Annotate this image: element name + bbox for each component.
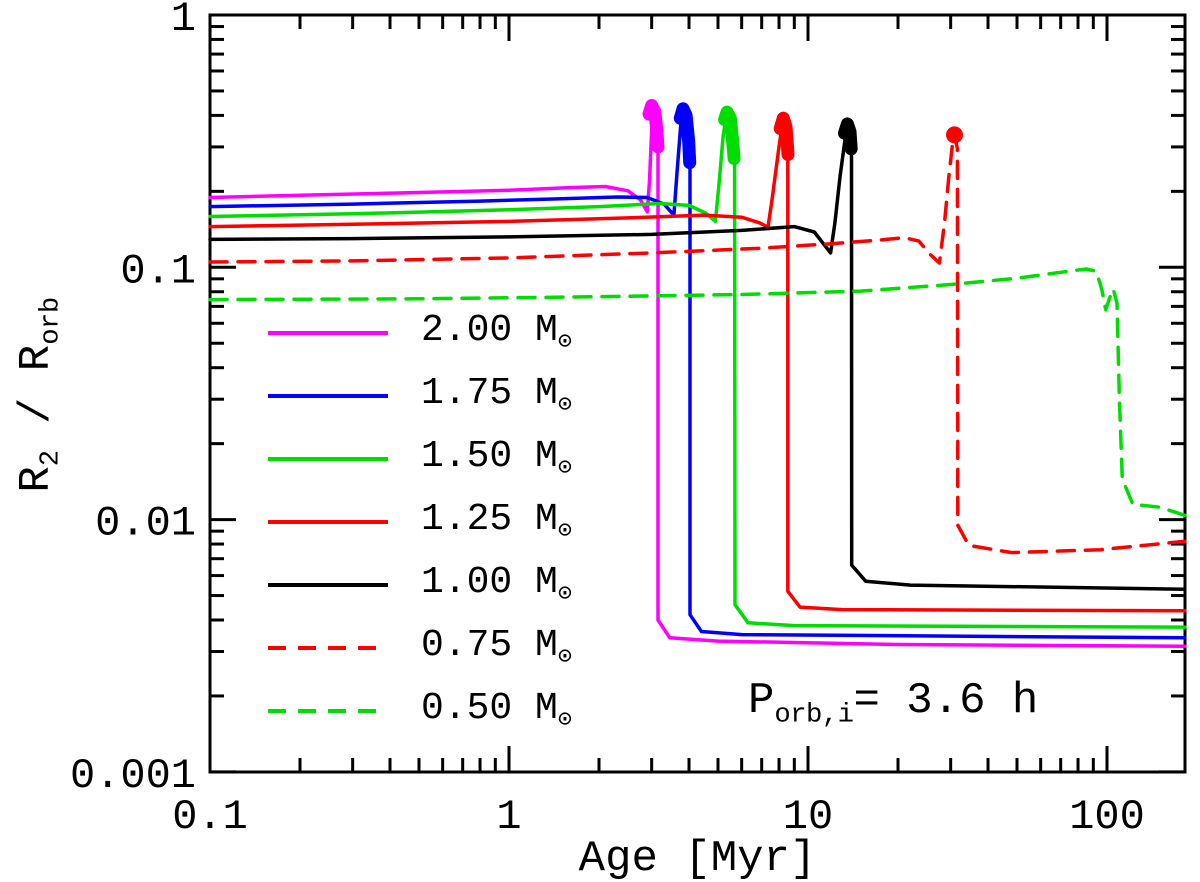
legend-label: 0.50 M⊙: [421, 687, 572, 734]
y-ticks: [210, 13, 1185, 774]
annotation-value: = 3.6 h: [853, 676, 1039, 726]
y-axis-label-R: R: [12, 466, 62, 493]
legend-label: 0.75 M⊙: [421, 624, 572, 671]
y-tick-labels: 1 0.1 0.01 0.001: [70, 0, 196, 800]
curve-1.25-msun-blob: [773, 111, 795, 161]
annotation-p: P: [748, 676, 775, 726]
legend-label-mass: 1.00 M: [421, 560, 558, 604]
legend-swatch-solid-line: [268, 393, 388, 398]
curve-1.00-msun-blob: [838, 117, 858, 156]
legend-label-sun-symbol: ⊙: [557, 644, 572, 672]
legend-label-mass: 1.25 M: [421, 497, 558, 541]
annotation-sub-orbi: orb,i: [774, 699, 854, 731]
legend-label: 1.75 M⊙: [421, 372, 572, 419]
legend-label-sun-symbol: ⊙: [557, 329, 572, 357]
legend-label: 1.50 M⊙: [421, 435, 572, 482]
legend-label-mass: 0.75 M: [421, 623, 558, 667]
curve-1.00-msun: [208, 122, 1187, 591]
legend-label-sun-symbol: ⊙: [557, 455, 572, 483]
x-tick-label-1: 1: [496, 793, 521, 841]
x-axis-label: Age [Myr]: [578, 834, 817, 882]
legend-label-mass: 2.00 M: [421, 308, 558, 352]
curve-1.50-msun-blob: [718, 105, 741, 165]
legend-label: 1.00 M⊙: [421, 561, 572, 608]
annotation-porb: Porb,i= 3.6 h: [748, 676, 1038, 731]
legend-swatch-solid-line: [268, 519, 388, 524]
curves: [208, 99, 1187, 648]
x-tick-label-100: 100: [1069, 793, 1145, 841]
legend-label-sun-symbol: ⊙: [557, 581, 572, 609]
legend: 2.00 M⊙ 1.75 M⊙ 1.50 M⊙ 1.25 M⊙ 1.00 M⊙ 0.75 …: [268, 301, 572, 742]
legend-label-sun-symbol: ⊙: [557, 392, 572, 420]
legend-swatch-solid-line: [268, 582, 388, 587]
y-axis-label-sub-2: 2: [35, 450, 67, 467]
legend-label-mass: 1.75 M: [421, 371, 558, 415]
legend-label-sun-symbol: ⊙: [557, 518, 572, 546]
curve-1.75-msun-blob: [673, 102, 697, 170]
x-tick-label-10: 10: [783, 793, 833, 841]
y-axis-label-R2: R: [12, 344, 62, 372]
legend-item-200-msun: 2.00 M⊙: [268, 301, 572, 364]
y-tick-label-1: 1: [171, 0, 196, 43]
legend-label: 2.00 M⊙: [421, 309, 572, 356]
legend-swatch-dashed-line: [268, 708, 388, 713]
x-tick-labels: 0.1 1 10 100: [172, 793, 1145, 841]
legend-item-175-msun: 1.75 M⊙: [268, 364, 572, 427]
legend-label-mass: 1.50 M: [421, 434, 558, 478]
y-axis-label: R2 / Rorb: [12, 195, 72, 595]
legend-item-150-msun: 1.50 M⊙: [268, 427, 572, 490]
legend-label: 1.25 M⊙: [421, 498, 572, 545]
legend-item-050-msun: 0.50 M⊙: [268, 679, 572, 742]
curve-0.50-msun: [208, 267, 1187, 518]
legend-swatch-solid-line: [268, 456, 388, 461]
x-ticks: [208, 15, 1109, 772]
y-tick-label-0.001: 0.001: [70, 752, 196, 800]
plot-frame: [208, 13, 1187, 774]
curve-1.75-msun: [208, 107, 1187, 640]
y-axis-label-sub-orb: orb: [35, 297, 67, 345]
curve-0.75-msun: [208, 133, 1187, 555]
curve-1.25-msun: [208, 117, 1187, 613]
y-tick-label-0.01: 0.01: [95, 500, 196, 548]
y-tick-label-0.1: 0.1: [120, 247, 196, 295]
legend-item-125-msun: 1.25 M⊙: [268, 490, 572, 553]
legend-item-075-msun: 0.75 M⊙: [268, 616, 572, 679]
curve-1.50-msun: [208, 110, 1187, 629]
y-axis-label-divider: /: [12, 371, 62, 451]
legend-item-100-msun: 1.00 M⊙: [268, 553, 572, 616]
legend-swatch-dashed-line: [268, 645, 388, 650]
legend-label-mass: 0.50 M: [421, 686, 558, 730]
legend-label-sun-symbol: ⊙: [557, 707, 572, 735]
x-tick-label-0.1: 0.1: [172, 793, 248, 841]
curve-2.00-msun-blob: [642, 99, 665, 154]
curve-0.75-msun-peak-dot: [945, 126, 963, 144]
legend-swatch-solid-line: [268, 330, 388, 335]
